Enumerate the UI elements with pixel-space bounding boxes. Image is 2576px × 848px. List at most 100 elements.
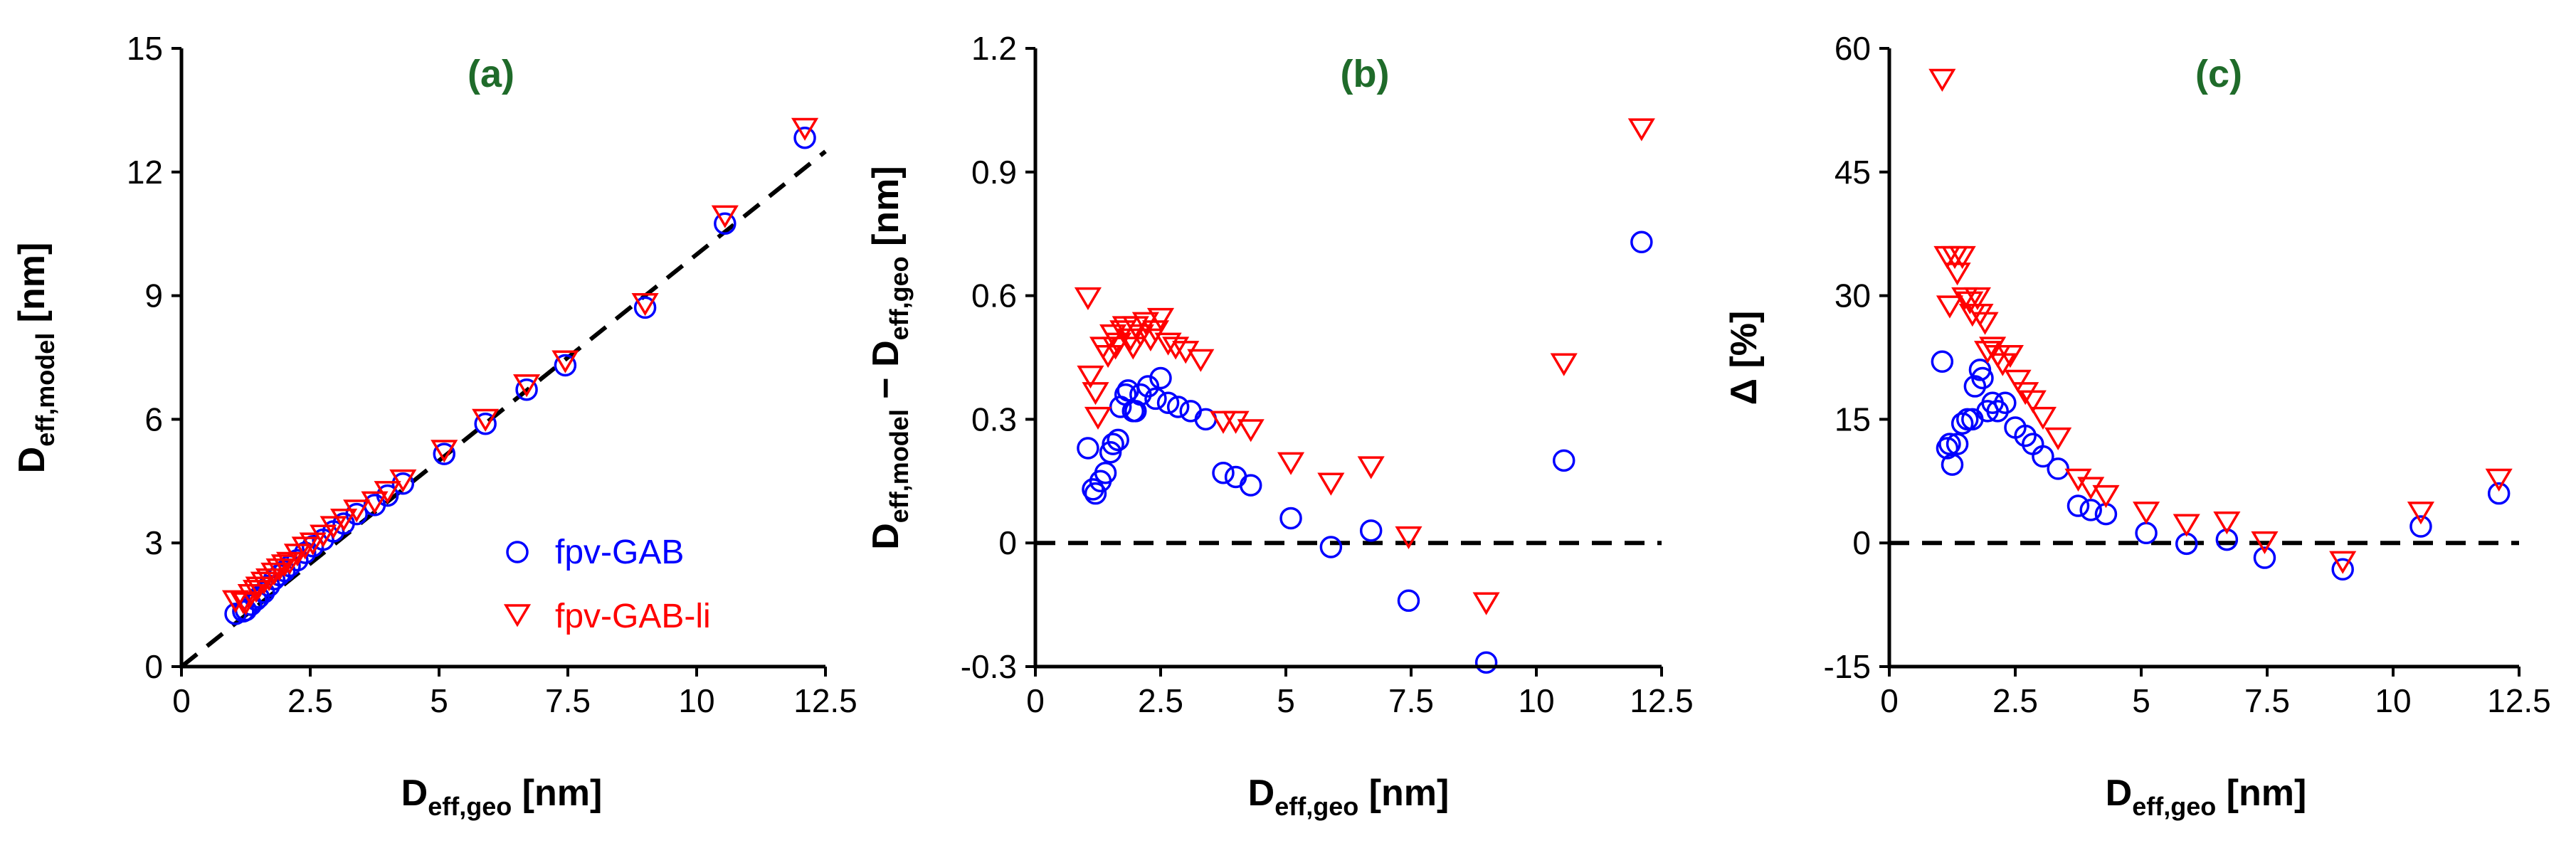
panel-c-point-gab	[1963, 375, 1987, 398]
panel-a-ytick-label: 15	[127, 30, 163, 67]
panel-a-point-gab-li	[245, 576, 273, 600]
panel-b: 0 2.5 5 7.5 10 12.5-0.300.30.60.91.2 (b) Deff…	[865, 30, 1694, 821]
panel-c-point-gab	[2135, 521, 2158, 545]
panel-c-xtick-label: 12.5	[2487, 682, 2551, 719]
panel-c-point-gab-li	[2044, 427, 2072, 451]
panel-c-point-gab-li	[2251, 531, 2279, 554]
panel-a-ytick-label: 3	[144, 524, 163, 561]
panel-c-point-gab-li	[2485, 468, 2513, 492]
panel-b-point-gab-li	[1146, 307, 1175, 331]
panel-a-xlabel: Deff,geo [nm]	[401, 773, 603, 821]
panel-b-point-gab	[1124, 400, 1147, 423]
panel-b-point-gab-li	[1395, 526, 1422, 550]
panel-a-point-gab-li	[791, 117, 819, 141]
panel-c-point-gab	[2409, 515, 2432, 538]
panel-c-ylabel: Δ [%]	[1724, 311, 1765, 406]
panel-b-point-gab	[1077, 437, 1099, 460]
panel-b-point-gab	[1474, 651, 1498, 674]
panel-b-xtick-label: 10	[1518, 682, 1554, 719]
panel-a-point-gab	[376, 484, 399, 507]
panel-b-point-gab	[1179, 400, 1202, 423]
panel-a-point-gab-li	[361, 491, 389, 514]
panel-b-point-gab	[1094, 461, 1117, 484]
panel-c-point-gab	[2079, 499, 2102, 521]
panel-a-point-gab	[474, 413, 497, 435]
panel-a-point-gab-li	[711, 205, 739, 228]
panel-c-point-gab	[1941, 453, 1964, 476]
panel-c-point-gab	[1946, 433, 1969, 455]
panel-c-xlabel: Deff,geo [nm]	[2106, 773, 2307, 821]
panel-b-point-gab	[1136, 375, 1160, 398]
panel-b-xtick-label: 2.5	[1138, 682, 1183, 719]
panel-c-point-gab-li	[1928, 68, 1956, 92]
panel-a-xtick-label: 5	[430, 682, 448, 719]
panel-b-ytick-label: 0.6	[971, 277, 1017, 314]
panel-b-point-gab	[1084, 482, 1107, 505]
panel-c-point-gab-li	[1996, 344, 2024, 369]
panel-c-point-gab-li	[2173, 514, 2200, 537]
panel-b-xtick-label: 5	[1277, 682, 1295, 719]
panel-a-point-gab-li	[431, 440, 458, 463]
panel-b-ytick-label: 1.2	[971, 30, 1017, 67]
panel-c-point-gab-li	[1948, 245, 1976, 270]
panel-c-point-gab	[2066, 494, 2090, 517]
panel-c-point-gab-li	[2029, 406, 2057, 430]
panel-a-point-gab	[633, 296, 657, 319]
panel-a-point-gab	[345, 502, 368, 526]
panel-b-ytick-label: 0.3	[971, 401, 1017, 438]
panel-a-point-gab-li	[631, 292, 659, 317]
panel-b-point-gab-li	[1472, 592, 1500, 615]
panel-c-point-gab-li	[2092, 484, 2120, 509]
panel-b-ytick-label: 0.9	[971, 154, 1017, 191]
panel-a: 0 2.5 5 7.5 10 12.5 0 3 6 9 12 15 (a) Deff,geo [nm]…	[11, 30, 857, 821]
panel-c-point-gab	[1971, 366, 1994, 390]
panel-c-point-gab-li	[1936, 295, 1964, 319]
panel-a-ytick-label: 12	[127, 154, 163, 191]
panel-b-point-gab-li	[1084, 406, 1112, 430]
panel-a-point-gab-li	[299, 532, 327, 556]
panel-b-point-gab	[1552, 449, 1575, 472]
panel-b-xtick-label: 12.5	[1630, 682, 1694, 719]
panel-c-point-gab-li	[2012, 382, 2039, 406]
panel-c-ytick-label: 0	[1852, 524, 1871, 561]
panel-c-xtick-label: 7.5	[2244, 682, 2290, 719]
panel-b-ytick-label: -0.3	[961, 648, 1017, 685]
panel-a-xtick-label: 2.5	[287, 682, 333, 719]
panel-c-point-gab	[1994, 391, 2017, 414]
panel-a-point-gab-li	[270, 554, 298, 578]
panel-c-ytick-label: 30	[1835, 277, 1871, 314]
panel-a-point-gab	[433, 442, 455, 465]
panel-a-letter: (a)	[468, 53, 514, 95]
panel-b-point-gab-li	[1119, 336, 1147, 360]
panel-a-point-gab-li	[310, 524, 337, 548]
panel-b-point-gab	[1319, 536, 1343, 558]
panel-a-point-gab	[515, 378, 538, 401]
panel-b-point-gab	[1279, 507, 1302, 530]
panel-b-point-gab-li	[1187, 349, 1215, 372]
panel-b-point-gab	[1212, 461, 1235, 484]
panel-b-ylabel: Deff,model − Deff,geo [nm]	[865, 166, 914, 550]
panel-a-ylabel: Deff,model [nm]	[11, 243, 60, 474]
panel-b-point-gab-li	[1162, 336, 1190, 360]
panel-a-point-gab	[793, 126, 816, 149]
panel-a-point-gab-li	[329, 508, 358, 532]
panel-c-ytick-label: 45	[1835, 154, 1871, 191]
panel-b-point-gab-li	[1550, 353, 1578, 376]
panel-c-point-gab	[2487, 482, 2511, 505]
panel-a-xtick-label: 10	[678, 682, 714, 719]
panel-a-xtick-label: 7.5	[545, 682, 591, 719]
panel-b-ytick-label: 0	[998, 524, 1017, 561]
panel-a-point-gab-li	[551, 350, 579, 373]
panel-a-ytick-label: 0	[144, 648, 163, 685]
panel-b-point-gab-li	[1077, 365, 1104, 389]
panel-a-point-gab-li	[472, 408, 500, 432]
panel-b-point-gab	[1149, 366, 1172, 390]
panel-c-point-gab-li	[1973, 341, 2002, 364]
panel-c-point-gab	[1951, 412, 1974, 435]
panel-b-point-gab	[1397, 589, 1420, 613]
panel-b-point-gab	[1144, 387, 1167, 410]
panel-b-point-gab-li	[1627, 118, 1655, 142]
panel-c-point-gab-li	[2213, 512, 2241, 535]
panel-a-point-gab	[245, 588, 268, 611]
